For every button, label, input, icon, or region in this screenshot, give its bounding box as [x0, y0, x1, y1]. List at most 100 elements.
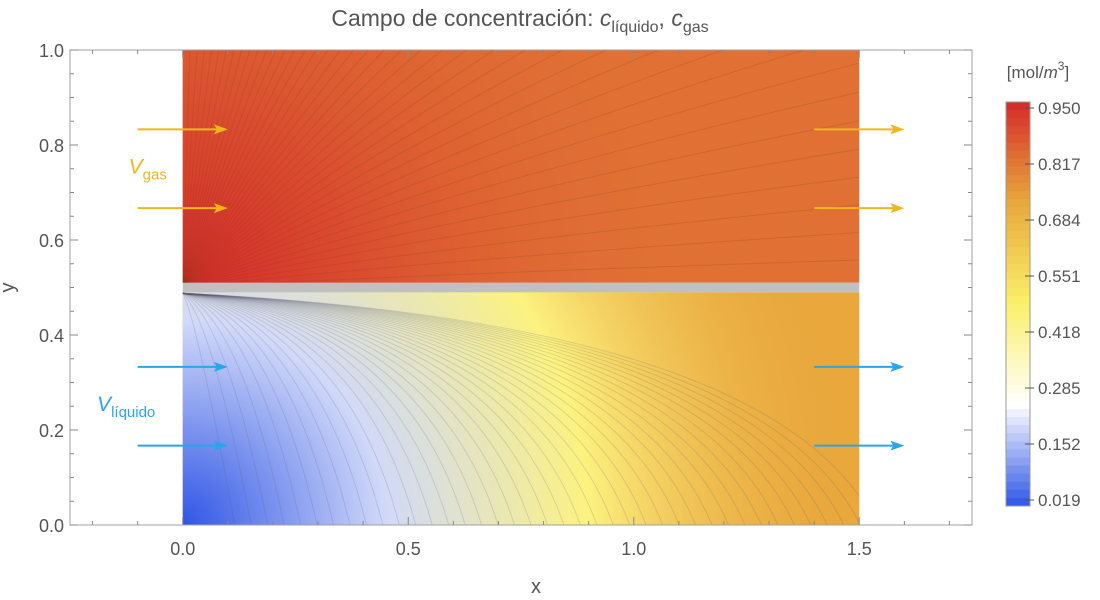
gas-contour-line	[184, 50, 317, 283]
colorbar-band	[1006, 190, 1030, 200]
colorbar-band	[1006, 336, 1030, 345]
gas-contour-line	[264, 259, 860, 283]
colorbar-tick-label: 0.019	[1038, 491, 1081, 510]
liquid-contour-line	[182, 293, 236, 525]
colorbar-band	[1006, 425, 1030, 434]
liquid-contour-line	[182, 292, 417, 525]
colorbar-band	[1006, 279, 1030, 289]
gas-contour-line	[192, 62, 860, 283]
colorbar-band	[1006, 392, 1030, 402]
liquid-contour-line	[182, 292, 795, 525]
gas-contour-line	[183, 50, 277, 283]
colorbar-unit-exp: 3	[1058, 59, 1065, 73]
colorbar-band	[1006, 360, 1030, 370]
y-tick-label: 0.0	[39, 516, 64, 536]
liquid-contour-line	[182, 292, 581, 525]
liquid-contour-line	[182, 292, 318, 525]
colorbar-band	[1006, 384, 1030, 394]
colorbar-frame	[1005, 101, 1031, 507]
gas-contour-line	[182, 50, 191, 283]
liquid-contour-line	[182, 292, 384, 525]
colorbar-band	[1006, 150, 1030, 160]
gas-contour-line	[184, 50, 306, 283]
liquid-contour-line	[182, 292, 548, 525]
title-term2-main: c	[671, 5, 683, 31]
gas-contour-line	[184, 50, 342, 283]
colorbar-band	[1006, 134, 1030, 143]
colorbar-band	[1006, 352, 1030, 362]
liquid-contour-line	[182, 292, 499, 525]
gas-contour-line	[183, 50, 268, 283]
colorbar-band	[1006, 239, 1030, 248]
colorbar: [mol/m3] 0.9500.8170.6840.5510.4180.2850…	[1005, 59, 1081, 510]
gas-contour-line	[189, 50, 660, 283]
colorbar-band	[1006, 126, 1030, 135]
colorbar-band	[1006, 304, 1030, 313]
flow-arrow-head	[890, 440, 905, 451]
colorbar-band	[1006, 255, 1030, 265]
liquid-contour-line	[182, 292, 860, 498]
liquid-contour-line	[182, 292, 828, 525]
title-separator: ,	[659, 5, 672, 31]
colorbar-tick-label: 0.950	[1038, 99, 1081, 118]
colorbar-band	[1006, 231, 1030, 240]
colorbar-unit-close: ]	[1064, 63, 1069, 82]
liquid-contour-line	[182, 292, 697, 525]
colorbar-band	[1006, 433, 1030, 442]
liquid-contour-line	[182, 292, 779, 525]
liquid-contour-line	[182, 292, 450, 525]
gas-contour-line	[183, 50, 243, 283]
flow-arrow-head	[213, 124, 228, 135]
colorbar-band	[1006, 118, 1030, 127]
colorbar-band	[1006, 465, 1030, 475]
flow-arrow-head	[890, 361, 905, 372]
colorbar-band	[1006, 271, 1030, 281]
colorbar-unit-label: [mol/m3]	[1007, 59, 1069, 82]
colorbar-tick-label: 0.285	[1038, 379, 1081, 398]
gas-contour-line	[185, 50, 386, 283]
colorbar-band	[1006, 320, 1030, 329]
liquid-contour-line	[182, 292, 269, 525]
y-axis-label: y	[0, 283, 19, 293]
liquid-contour-line	[182, 292, 351, 525]
gas-contour-line	[209, 204, 860, 283]
colorbar-band	[1006, 368, 1030, 378]
colorbar-band	[1006, 481, 1030, 491]
liquid-contour-line	[182, 292, 400, 525]
membrane-band	[182, 282, 860, 293]
flow-arrow-head	[213, 361, 228, 372]
gas-contour-line	[185, 50, 370, 283]
gas-contour-line	[193, 91, 860, 283]
x-tick-label: 0.5	[396, 539, 421, 559]
liquid-contour-line	[182, 292, 845, 525]
liquid-contour-line	[182, 292, 729, 525]
colorbar-band	[1006, 473, 1030, 483]
colorbar-tick-label: 0.551	[1038, 267, 1081, 286]
flow-arrows	[137, 124, 905, 451]
liquid-contour-line	[182, 292, 598, 525]
colorbar-tick-label: 0.817	[1038, 155, 1081, 174]
gas-contour-line	[222, 232, 860, 283]
v-liquid-main: V	[97, 393, 113, 416]
liquid-region-gradient	[182, 292, 860, 525]
liquid-contour-line	[182, 292, 334, 525]
title-term1-sub: líquido	[611, 19, 658, 36]
gas-contour-line	[182, 50, 205, 283]
colorbar-band	[1006, 110, 1030, 119]
colorbar-band	[1006, 182, 1030, 192]
gas-contour-line	[182, 50, 220, 283]
colorbar-unit-m: m	[1044, 63, 1058, 82]
title-text: Campo de concentración:	[331, 5, 600, 31]
liquid-contour-line	[182, 292, 631, 525]
liquid-contour-line	[182, 292, 647, 525]
gas-contour-line	[182, 50, 198, 283]
x-tick-labels: 0.0 0.5 1.0 1.5	[170, 539, 872, 559]
gas-contour-line	[183, 50, 227, 283]
v-gas-label: Vgas	[129, 156, 167, 184]
liquid-contour-line	[182, 292, 812, 525]
gas-contour-line	[190, 50, 725, 283]
gas-contour-line	[184, 50, 296, 283]
colorbar-tick-label: 0.418	[1038, 323, 1081, 342]
gas-contour-line	[183, 50, 259, 283]
